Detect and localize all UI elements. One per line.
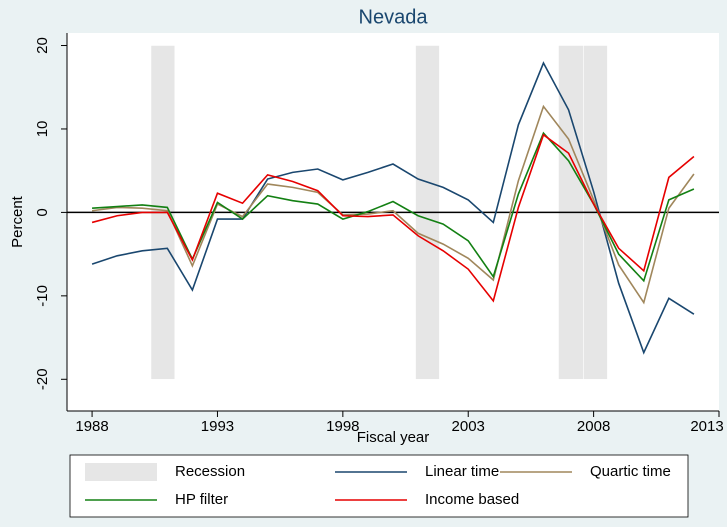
legend-label: Quartic time xyxy=(590,463,671,480)
y-tick-label: 20 xyxy=(34,37,51,54)
series-line xyxy=(91,133,695,303)
x-tick-label: 1998 xyxy=(326,418,359,435)
x-tick-label: 1993 xyxy=(201,418,234,435)
x-tick-label: 2013 xyxy=(690,418,723,435)
legend-label: Recession xyxy=(175,463,245,480)
y-tick-label: -10 xyxy=(34,285,51,307)
legend-swatch xyxy=(85,463,157,481)
plot-area xyxy=(67,33,719,411)
y-tick-label: 0 xyxy=(34,208,51,216)
chart-title: Nevada xyxy=(359,6,429,28)
legend-label: HP filter xyxy=(175,491,228,508)
x-tick-label: 2008 xyxy=(577,418,610,435)
series-line xyxy=(91,61,695,355)
legend-label: Linear time xyxy=(425,463,499,480)
x-tick-label: 1988 xyxy=(75,418,108,435)
series-line xyxy=(91,104,695,305)
x-tick-label: 2003 xyxy=(452,418,485,435)
legend-label: Income based xyxy=(425,491,519,508)
x-axis-label: Fiscal year xyxy=(357,429,430,446)
y-tick-label: -20 xyxy=(34,368,51,390)
y-tick-label: 10 xyxy=(34,121,51,138)
legend xyxy=(69,454,689,518)
y-axis-label: Percent xyxy=(9,195,26,248)
